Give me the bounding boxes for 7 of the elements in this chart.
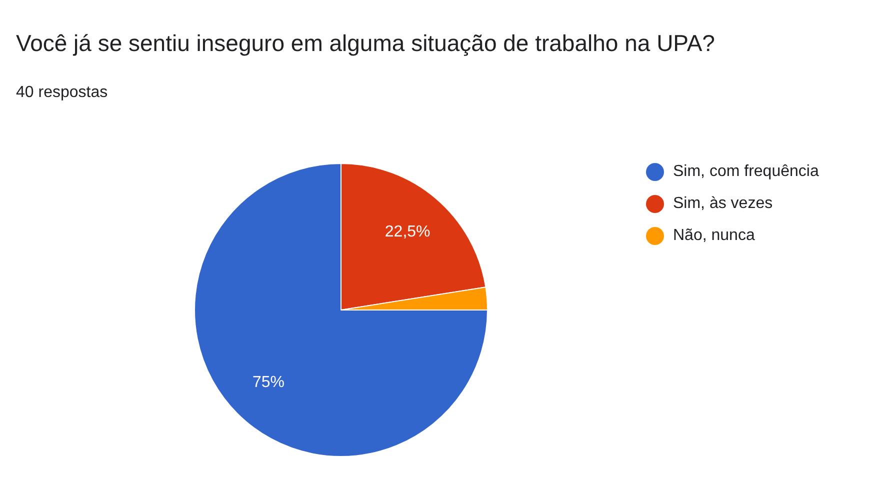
legend-label: Não, nunca xyxy=(673,227,755,245)
text: 40 respostas xyxy=(16,84,108,102)
legend-label: Sim, com frequência xyxy=(673,163,819,181)
chart-title: Você já se sentiu inseguro em alguma situação de trabalho na UPA? xyxy=(16,30,715,57)
data-label: 75% xyxy=(252,374,284,391)
legend-label: Sim, às vezes xyxy=(673,195,773,213)
data-label: 22,5% xyxy=(384,223,430,240)
